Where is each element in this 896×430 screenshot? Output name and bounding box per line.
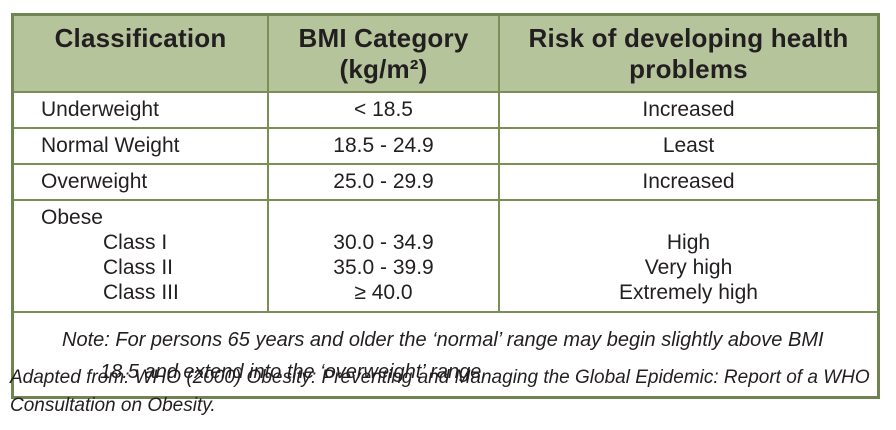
note-text: Note: For persons 65 years and older the… xyxy=(14,313,877,396)
source-caption: Adapted from: WHO (2000) Obesity: Preven… xyxy=(10,367,870,416)
spacer xyxy=(504,205,873,230)
obese-class-1-bmi: 30.0 - 34.9 xyxy=(333,231,434,254)
obese-class-3-label: Class III xyxy=(103,281,179,304)
obese-class-2-risk: Very high xyxy=(644,256,733,279)
cell-classification: Underweight xyxy=(41,98,159,121)
table-header-row: Classification BMI Category (kg/m²) Risk… xyxy=(14,16,877,91)
cell-obese-bmi-ranges: 30.0 - 34.9 35.0 - 39.9 ≥ 40.0 xyxy=(267,201,498,311)
obese-class-2-bmi: 35.0 - 39.9 xyxy=(333,256,434,279)
cell-risk: Increased xyxy=(498,93,877,127)
table-row-normal-weight: Normal Weight 18.5 - 24.9 Least xyxy=(14,127,877,163)
cell-bmi-range: < 18.5 xyxy=(267,93,498,127)
cell-obese-classifications: Obese Class I Class II Class III xyxy=(14,201,267,311)
note-body: For persons 65 years and older the ‘norm… xyxy=(100,329,824,383)
cell-obese-risks: High Very high Extremely high xyxy=(498,201,877,311)
cell-bmi-range: 25.0 - 29.9 xyxy=(267,165,498,199)
header-classification: Classification xyxy=(14,16,267,91)
obese-class-2-label: Class II xyxy=(103,256,174,279)
obese-class-1-risk: High xyxy=(666,231,711,254)
header-bmi-category: BMI Category (kg/m²) xyxy=(267,16,498,91)
cell-risk: Least xyxy=(498,129,877,163)
cell-classification: Overweight xyxy=(41,170,148,193)
header-risk: Risk of developing health problems xyxy=(498,16,877,91)
cell-bmi-range: 18.5 - 24.9 xyxy=(267,129,498,163)
spacer xyxy=(273,205,494,230)
bmi-classification-table: Classification BMI Category (kg/m²) Risk… xyxy=(11,13,880,399)
table-row-overweight: Overweight 25.0 - 29.9 Increased xyxy=(14,163,877,199)
table-row-obese-group: Obese Class I Class II Class III 30.0 - … xyxy=(14,199,877,311)
cell-risk: Increased xyxy=(498,165,877,199)
obese-class-3-bmi: ≥ 40.0 xyxy=(354,281,413,304)
obese-class-1-label: Class I xyxy=(103,231,168,254)
table-row-underweight: Underweight < 18.5 Increased xyxy=(14,91,877,127)
obese-label: Obese xyxy=(41,206,103,229)
cell-classification: Normal Weight xyxy=(41,134,180,157)
table-note-row: Note: For persons 65 years and older the… xyxy=(14,311,877,396)
obese-class-3-risk: Extremely high xyxy=(619,281,758,304)
note-prefix: Note: xyxy=(62,329,110,351)
